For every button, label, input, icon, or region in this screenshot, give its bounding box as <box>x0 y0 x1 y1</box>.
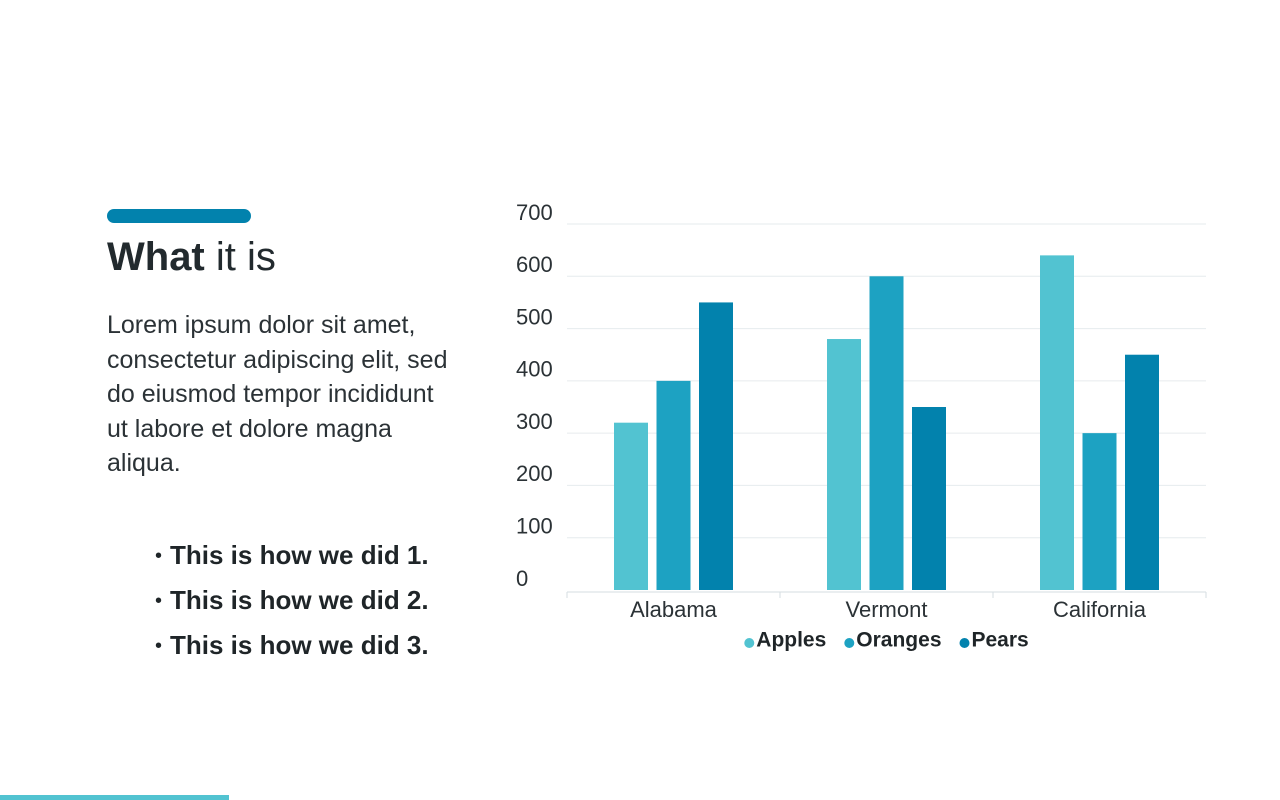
bar <box>1082 433 1117 590</box>
legend-marker <box>844 638 855 648</box>
y-tick-label: 100 <box>516 514 553 539</box>
legend-marker <box>744 638 755 648</box>
bullet: This is how we did 2. <box>155 579 429 624</box>
y-tick-label: 700 <box>516 200 553 225</box>
body-text: Lorem ipsum dolor sit amet, consectetur … <box>107 311 448 477</box>
bar <box>656 380 691 590</box>
x-tick-label: California <box>1053 597 1147 622</box>
y-tick-label: 0 <box>516 566 528 591</box>
heading-strong: What <box>107 235 205 279</box>
bar <box>912 407 946 590</box>
y-tick-label: 300 <box>516 409 553 434</box>
y-tick-label: 600 <box>516 252 553 277</box>
bullet-list: This is how we did 1. This is how we did… <box>155 534 429 669</box>
accent-bar <box>107 209 251 223</box>
bullet: This is how we did 3. <box>155 624 429 669</box>
legend-label: Apples <box>756 629 826 652</box>
legend-label: Oranges <box>856 629 941 652</box>
bar <box>1040 255 1074 590</box>
bar <box>699 302 733 590</box>
heading: What it is <box>107 232 276 282</box>
bar <box>614 422 648 590</box>
x-tick-label: Vermont <box>846 597 928 622</box>
y-tick-label: 200 <box>516 461 553 486</box>
bullet: This is how we did 1. <box>155 534 429 579</box>
bar <box>1125 354 1159 590</box>
x-tick-label: Alabama <box>630 597 718 622</box>
bar <box>869 276 904 590</box>
legend-marker <box>959 638 970 648</box>
accent-line <box>0 795 229 800</box>
heading-light: it is <box>215 235 276 279</box>
bar <box>827 339 861 590</box>
y-tick-label: 400 <box>516 357 553 382</box>
y-tick-label: 500 <box>516 304 553 329</box>
legend-label: Pears <box>972 629 1029 652</box>
